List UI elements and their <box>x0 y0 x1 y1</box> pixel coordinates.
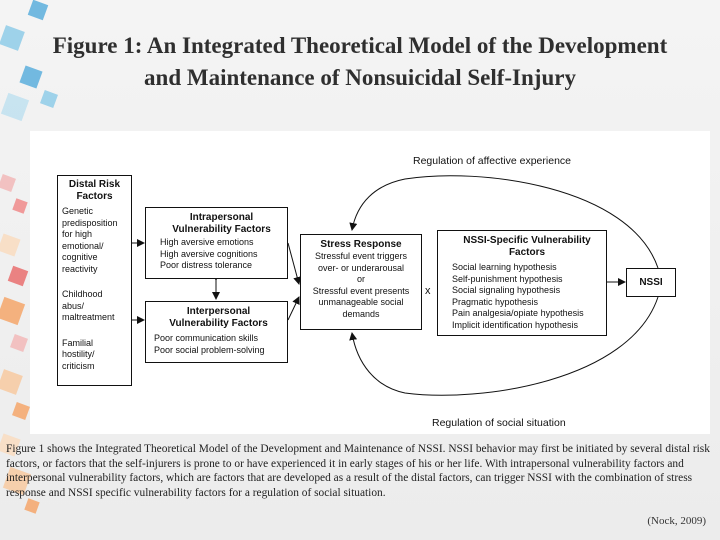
text-line: for high <box>62 229 93 239</box>
stress-response-title: Stress Response <box>320 239 402 250</box>
stress-line: Stressful event triggers <box>314 251 408 261</box>
distal-item-genetic: Genetic predisposition for high emotiona… <box>62 206 127 275</box>
title-line: and Maintenance of Nonsuicidal Self-Inju… <box>144 65 576 90</box>
hypothesis-item: Social signaling hypothesis <box>452 285 561 295</box>
text-line: predisposition <box>62 217 118 228</box>
stress-line: demands <box>342 308 380 319</box>
text-line: Childhood <box>62 289 103 299</box>
stress-line: Stressful event presents <box>312 285 410 296</box>
hypothesis-item: Social learning hypothesis <box>452 262 557 272</box>
hypothesis-item: Pain analgesia/opiate hypothesis <box>452 308 584 318</box>
arrow-intrapersonal-stress <box>287 242 302 285</box>
text-line: hostility/ <box>62 349 95 359</box>
deco-square <box>7 265 29 287</box>
interpersonal-box: Interpersonal Vulnerability Factors Poor… <box>145 301 288 363</box>
deco-square <box>0 369 23 395</box>
title-line: Vulnerability Factors <box>169 318 268 329</box>
hypothesis-item: Self-punishment hypothesis <box>452 273 563 284</box>
deco-square <box>0 92 30 122</box>
deco-square <box>12 198 28 214</box>
intrapersonal-item: High aversive emotions <box>160 237 254 247</box>
stress-line: over- or underarousal <box>317 262 405 273</box>
figure-panel: Regulation of affective experience Regul… <box>30 131 710 434</box>
nssi-specific-box: NSSI-Specific Vulnerability Factors Soci… <box>437 230 607 336</box>
deco-square <box>24 498 40 514</box>
deco-square <box>0 296 26 326</box>
deco-square <box>10 334 28 352</box>
slide-title: Figure 1: An Integrated Theoretical Mode… <box>0 30 720 94</box>
figure-caption: Figure 1 shows the Integrated Theoretica… <box>6 443 710 499</box>
hypothesis-item: Pragmatic hypothesis <box>452 296 539 307</box>
title-line: NSSI-Specific Vulnerability <box>463 235 591 246</box>
title-line: Intrapersonal <box>189 212 254 223</box>
intrapersonal-item: Poor distress tolerance <box>160 260 253 270</box>
text-line: abus/ <box>62 300 85 311</box>
title-line: Figure 1: An Integrated Theoretical Mode… <box>52 33 668 58</box>
interpersonal-title: Interpersonal Vulnerability Factors <box>154 306 283 330</box>
interpersonal-item: Poor social problem-solving <box>154 344 265 355</box>
intrapersonal-title: Intrapersonal Vulnerability Factors <box>160 212 283 236</box>
deco-square <box>0 174 16 192</box>
interpersonal-item: Poor communication skills <box>154 333 259 343</box>
title-line: Vulnerability Factors <box>172 224 271 235</box>
nssi-label: NSSI <box>639 276 663 288</box>
text-line: cognitive <box>62 252 98 262</box>
title-line: Interpersonal <box>186 306 251 317</box>
nssi-box: NSSI <box>626 268 676 297</box>
citation: (Nock, 2009) <box>647 515 706 527</box>
stress-line: unmanageable social <box>318 297 404 307</box>
stress-response-box: Stress Response Stressful event triggers… <box>300 234 422 330</box>
diagram-connectors: Regulation of affective experience Regul… <box>132 155 659 429</box>
arrow-interpersonal-stress <box>287 296 300 321</box>
interaction-mark: x <box>425 285 431 297</box>
text-line: criticism <box>62 360 95 371</box>
deco-square <box>27 0 49 21</box>
distal-item-childhood: Childhood abus/ maltreatment <box>62 289 127 324</box>
intrapersonal-item: High aversive cognitions <box>160 248 258 259</box>
text-line: emotional/ <box>62 240 104 251</box>
title-line: Factors <box>76 191 113 202</box>
distal-item-familial: Familial hostility/ criticism <box>62 338 127 373</box>
distal-risk-box: Distal Risk Factors Genetic predispositi… <box>57 175 132 386</box>
title-line: Distal Risk <box>68 179 121 190</box>
text-line: reactivity <box>62 263 98 274</box>
label-regulation-affective: Regulation of affective experience <box>413 155 571 167</box>
loop-social <box>349 296 659 396</box>
intrapersonal-box: Intrapersonal Vulnerability Factors High… <box>145 207 288 279</box>
title-line: Factors <box>508 247 546 258</box>
deco-square <box>12 402 30 420</box>
text-line: Genetic <box>62 206 94 216</box>
hypothesis-item: Implicit identification hypothesis <box>452 319 579 330</box>
text-line: maltreatment <box>62 312 115 322</box>
stress-line: or <box>356 274 365 284</box>
nssi-specific-title: NSSI-Specific Vulnerability Factors <box>452 235 602 259</box>
label-regulation-social: Regulation of social situation <box>432 417 566 429</box>
text-line: Familial <box>62 337 94 348</box>
deco-square <box>0 233 21 257</box>
loop-affective <box>349 175 659 269</box>
distal-risk-title: Distal Risk Factors <box>62 179 127 203</box>
